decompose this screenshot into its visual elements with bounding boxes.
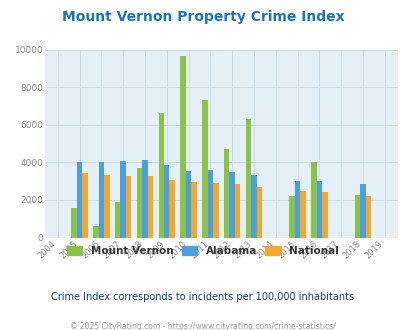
Bar [98,162,104,238]
Bar [82,173,87,238]
Bar [136,168,142,238]
Bar [300,190,305,238]
Bar [180,56,185,238]
Text: Mount Vernon Property Crime Index: Mount Vernon Property Crime Index [62,10,343,24]
Bar [147,177,153,238]
Bar [77,162,82,238]
Bar [207,170,213,238]
Text: © 2025 CityRating.com - https://www.cityrating.com/crime-statistics/: © 2025 CityRating.com - https://www.city… [70,322,335,330]
Bar [191,182,196,238]
Bar [202,100,207,238]
Bar [115,202,120,238]
Bar [354,195,359,238]
Legend: Mount Vernon, Alabama, National: Mount Vernon, Alabama, National [62,242,343,260]
Bar [321,191,327,238]
Bar [311,162,316,238]
Bar [294,181,300,238]
Bar [185,171,191,238]
Bar [234,184,240,238]
Bar [120,161,126,238]
Bar [126,176,131,238]
Bar [256,187,262,238]
Bar [71,208,77,238]
Bar [289,196,294,238]
Bar [365,196,370,238]
Bar [213,183,218,238]
Bar [359,184,365,238]
Bar [142,160,147,238]
Bar [104,175,109,238]
Text: Crime Index corresponds to incidents per 100,000 inhabitants: Crime Index corresponds to incidents per… [51,292,354,302]
Bar [93,226,98,238]
Bar [316,181,321,238]
Bar [229,172,234,238]
Bar [158,114,164,238]
Bar [224,149,229,238]
Bar [164,165,169,238]
Bar [245,119,251,238]
Bar [169,180,175,238]
Bar [251,175,256,238]
